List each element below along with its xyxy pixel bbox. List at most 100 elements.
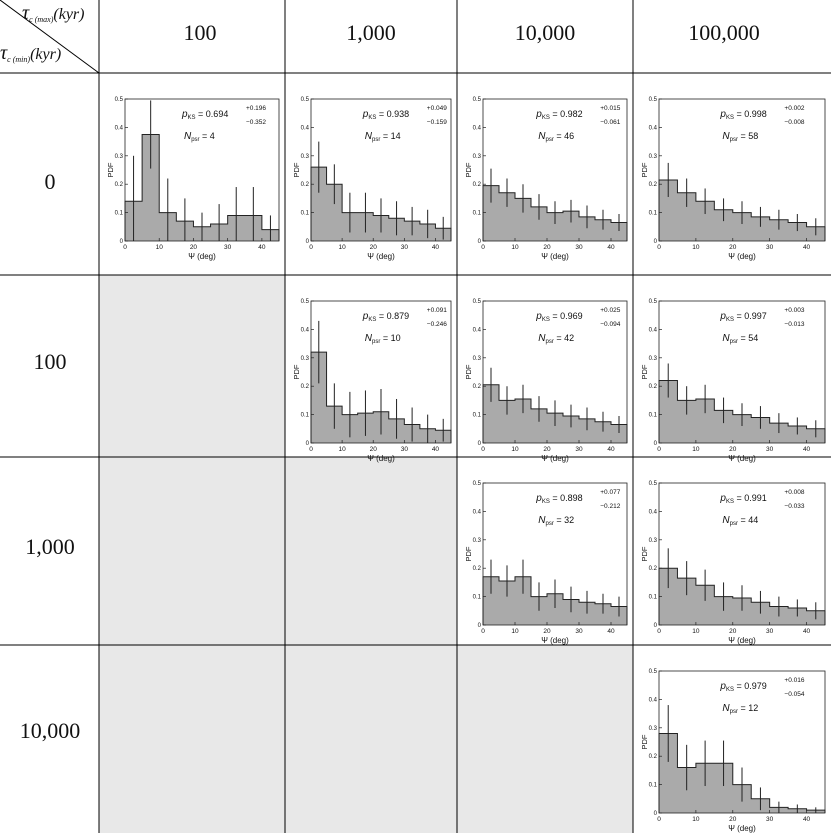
npsr-subscript: psr	[372, 339, 380, 345]
pks-symbol: p	[535, 109, 542, 120]
x-tick-label: 40	[432, 244, 440, 251]
y-tick-label: 0.5	[649, 669, 658, 675]
empty-cell-r3-c2	[457, 645, 633, 833]
y-tick-label: 0	[654, 811, 658, 817]
pks-symbol: p	[535, 311, 542, 322]
pks-value: = 0.979	[734, 681, 767, 691]
pks-annotation: pKS = 0.969	[535, 311, 582, 323]
pks-subscript: KS	[188, 115, 196, 121]
y-tick-label: 0.2	[473, 566, 482, 572]
pks-subscript: KS	[726, 687, 734, 693]
x-tick-label: 40	[607, 628, 615, 635]
histogram-step-line	[658, 732, 826, 813]
pks-value: = 0.969	[550, 311, 583, 321]
y-tick-label: 0.3	[649, 154, 658, 160]
x-tick-label: 0	[481, 244, 485, 251]
y-tick-label: 0.3	[649, 726, 658, 732]
pks-value: = 0.694	[196, 109, 229, 119]
npsr-subscript: psr	[546, 137, 554, 143]
x-tick-label: 30	[766, 816, 774, 823]
y-tick-label: 0.4	[473, 125, 482, 131]
col-tau-subscript: c (max)	[29, 15, 54, 24]
histogram-panel-r1-c2: 0 0.1 0.2 0.3 0.4 0.5 0 10 20 30 40 Ψ (deg) PDF pKS =…	[464, 299, 628, 463]
npsr-symbol: N	[365, 131, 373, 142]
npsr-annotation: Npsr = 54	[722, 333, 758, 345]
x-tick-label: 30	[766, 628, 774, 635]
y-tick-label: 0.2	[473, 182, 482, 188]
npsr-symbol: N	[722, 515, 730, 526]
y-tick-label: 0	[306, 239, 310, 245]
x-tick-label: 20	[190, 244, 198, 251]
npsr-symbol: N	[722, 703, 730, 714]
pks-symbol: p	[719, 493, 726, 504]
pks-minus-error: −0.212	[600, 503, 620, 510]
npsr-symbol: N	[538, 333, 546, 344]
row-header-3: 10,000	[19, 718, 81, 743]
x-tick-label: 0	[657, 446, 661, 453]
y-tick-label: 0.2	[649, 566, 658, 572]
x-tick-label: 40	[803, 628, 811, 635]
x-tick-label: 0	[481, 446, 485, 453]
y-tick-label: 0.4	[649, 509, 658, 515]
npsr-value: = 46	[554, 131, 574, 141]
y-tick-label: 0.5	[649, 97, 658, 103]
histogram-panel-r0-c3: 0 0.1 0.2 0.3 0.4 0.5 0 10 20 30 40 Ψ (deg) PDF pKS =…	[640, 97, 826, 261]
pks-annotation: pKS = 0.879	[362, 311, 409, 323]
pks-annotation: pKS = 0.898	[535, 493, 582, 505]
pks-minus-error: −0.094	[600, 321, 620, 328]
corner-row-label: τc (min)(kyr)	[0, 42, 61, 65]
pks-annotation: pKS = 0.997	[719, 311, 766, 323]
y-axis-label: PDF	[292, 162, 301, 177]
y-tick-label: 0.2	[301, 384, 310, 390]
pks-plus-error: +0.002	[784, 105, 804, 112]
pks-minus-error: −0.352	[246, 119, 266, 126]
empty-cell-r3-c0	[99, 645, 285, 833]
plot-frame	[482, 482, 628, 626]
npsr-annotation: Npsr = 44	[722, 515, 758, 527]
x-axis-label: Ψ (deg)	[541, 252, 569, 261]
y-tick-label: 0.3	[649, 538, 658, 544]
y-tick-label: 0.5	[301, 97, 310, 103]
row-tau-subscript: c (min)	[7, 55, 31, 64]
pks-symbol: p	[535, 493, 542, 504]
histogram-panel-r3-c3: 0 0.1 0.2 0.3 0.4 0.5 0 10 20 30 40 Ψ (deg) PDF pKS =…	[640, 669, 826, 833]
npsr-subscript: psr	[730, 339, 738, 345]
histogram-fill	[659, 733, 825, 813]
y-tick-label: 0.3	[473, 356, 482, 362]
col-unit: (kyr)	[53, 6, 85, 23]
x-tick-label: 10	[511, 446, 519, 453]
plot-frame	[658, 670, 826, 814]
x-axis-label: Ψ (deg)	[541, 636, 569, 645]
y-tick-label: 0.1	[473, 211, 482, 217]
pks-subscript: KS	[726, 115, 734, 121]
x-tick-label: 30	[401, 244, 409, 251]
y-tick-label: 0	[478, 623, 482, 629]
y-axis-label: PDF	[464, 546, 473, 561]
plot-frame	[658, 98, 826, 242]
pks-subscript: KS	[726, 499, 734, 505]
y-tick-label: 0.4	[301, 327, 310, 333]
x-tick-label: 30	[575, 446, 583, 453]
npsr-subscript: psr	[546, 521, 554, 527]
y-tick-label: 0.5	[473, 481, 482, 487]
y-tick-label: 0.5	[649, 299, 658, 305]
npsr-annotation: Npsr = 4	[184, 131, 215, 143]
npsr-annotation: Npsr = 42	[538, 333, 574, 345]
pks-minus-error: −0.054	[784, 691, 804, 698]
pks-value: = 0.982	[550, 109, 583, 119]
x-tick-label: 30	[766, 446, 774, 453]
row-tau-symbol: τ	[0, 42, 8, 64]
y-tick-label: 0.4	[649, 125, 658, 131]
pks-value: = 0.991	[734, 493, 767, 503]
npsr-value: = 4	[200, 131, 215, 141]
y-tick-label: 0.1	[301, 211, 310, 217]
x-axis-label: Ψ (deg)	[728, 636, 756, 645]
corner-column-label: τc (max)(kyr)	[22, 2, 84, 25]
plot-frame	[482, 98, 628, 242]
npsr-annotation: Npsr = 32	[538, 515, 574, 527]
x-axis-label: Ψ (deg)	[367, 252, 395, 261]
y-tick-label: 0.1	[115, 211, 124, 217]
x-axis-label: Ψ (deg)	[728, 824, 756, 833]
y-tick-label: 0.4	[649, 697, 658, 703]
y-tick-label: 0.4	[301, 125, 310, 131]
